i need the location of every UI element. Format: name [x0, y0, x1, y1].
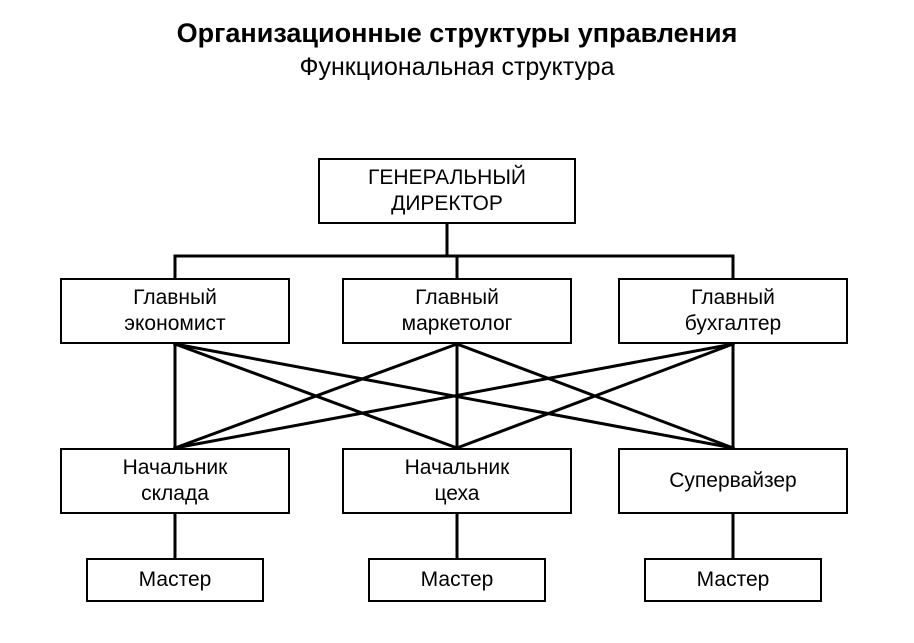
node-director: ГЕНЕРАЛЬНЫЙ ДИРЕКТОР — [318, 158, 576, 224]
node-warehouse: Начальник склада — [60, 448, 290, 514]
org-chart: ГЕНЕРАЛЬНЫЙ ДИРЕКТОР Главный экономист Гла… — [0, 0, 914, 643]
node-master1: Мастер — [86, 558, 264, 602]
node-workshop: Начальник цеха — [342, 448, 572, 514]
node-supervisor: Супервайзер — [618, 448, 848, 514]
node-master3: Мастер — [644, 558, 822, 602]
node-marketer: Главный маркетолог — [342, 278, 572, 344]
node-accountant: Главный бухгалтер — [618, 278, 848, 344]
node-economist: Главный экономист — [60, 278, 290, 344]
node-master2: Мастер — [368, 558, 546, 602]
